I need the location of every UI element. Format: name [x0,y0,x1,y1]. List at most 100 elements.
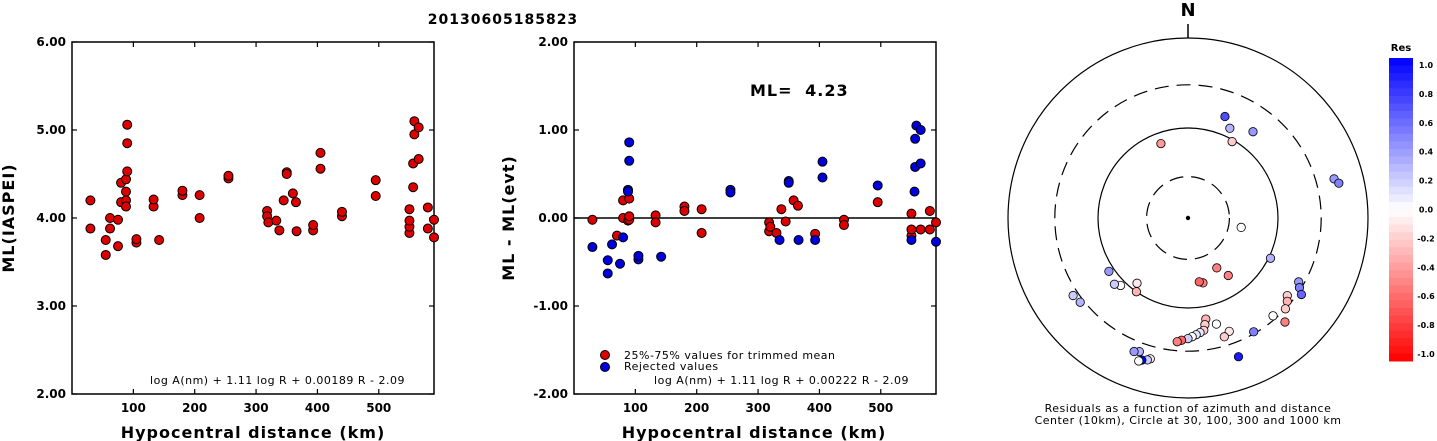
data-point-series-1 [915,158,926,169]
ring-300km [1054,84,1322,352]
data-point-series-1 [817,156,828,167]
data-point-series-0 [315,147,326,158]
x-tick-label: 400 [305,401,330,415]
distance-rings [1007,37,1369,399]
data-point-series-0 [408,182,419,193]
x-tick-label: 200 [684,401,709,415]
data-point-series-0 [122,119,133,130]
north-label: N [1180,0,1195,21]
station-point [1172,337,1182,347]
data-point-series-0 [429,232,439,243]
colorbar-swatch [1389,58,1413,67]
colorbar-swatch [1389,270,1413,279]
ml-plot-panel: 2.00 3.00 4.00 5.00 6.00 100 200 300 400 500 log … [0,35,439,441]
station-point [1248,127,1258,137]
y-tick-label: 5.00 [36,123,66,137]
colorbar-swatch [1389,323,1413,332]
data-point-series-0 [177,185,188,196]
data-point-series-0 [223,170,234,181]
residual-plot-xlabel: Hypocentral distance (km) [622,423,887,441]
colorbar-tick-label: -0.4 [1417,263,1435,272]
colorbar-title: Res [1391,43,1411,54]
data-point-series-0 [404,215,415,226]
station-point [1280,317,1290,327]
ml-value: 4.23 [805,81,848,100]
colorbar-tick-label: 0.4 [1419,148,1434,157]
data-point-series-0 [85,195,96,206]
colorbar-swatch [1389,353,1413,362]
residual-plot-points [587,120,941,279]
colorbar-swatch [1389,300,1413,309]
colorbar-tick-label: -0.6 [1417,292,1435,301]
data-point-series-0 [413,122,424,133]
data-point-series-0 [413,154,424,165]
data-point-series-0 [429,214,439,225]
legend-marker-trimmed [600,350,610,360]
data-point-series-1 [622,186,633,197]
data-point-series-1 [633,250,644,261]
colorbar-swatch [1389,88,1413,97]
legend-marker-rejected [600,362,610,372]
station-point [1227,137,1237,147]
x-tick-label: 300 [244,401,269,415]
ml-plot-xlabel: Hypocentral distance (km) [121,423,386,441]
ml-plot-ticks: 2.00 3.00 4.00 5.00 6.00 100 200 300 400 500 [36,35,434,415]
station-point [1075,297,1085,307]
station-point [1334,178,1344,188]
data-point-series-0 [696,227,707,238]
y-tick-label: -2.00 [533,387,568,401]
colorbar-swatch [1389,239,1413,248]
data-point-series-1 [624,155,635,166]
station-point [1249,327,1259,337]
data-point-series-0 [154,235,165,245]
data-point-series-0 [278,195,289,206]
colorbar-swatch [1389,179,1413,188]
colorbar-swatch [1389,315,1413,324]
data-point-series-1 [910,133,921,144]
data-point-series-0 [776,204,787,215]
residual-plot-formula: log A(nm) + 1.11 log R + 0.00222 R - 2.0… [654,374,909,387]
data-point-series-0 [85,223,96,234]
data-point-series-0 [587,214,598,225]
y-tick-label: 3.00 [36,299,66,313]
y-tick-label: 6.00 [36,35,66,49]
ml-label: ML= 4.23 [750,81,849,100]
data-point-series-1 [656,251,667,262]
colorbar-swatch [1389,307,1413,317]
data-point-series-0 [370,175,381,186]
azimuth-plot-panel: N Residuals as a function of azimuth and… [1007,0,1369,427]
colorbar-swatch [1389,209,1413,218]
colorbar-swatch [1389,103,1413,112]
colorbar-swatch [1389,141,1413,150]
station-points [1068,111,1344,366]
ml-plot-formula: log A(nm) + 1.11 log R + 0.00189 R - 2.0… [150,374,405,387]
data-point-series-1 [725,187,736,198]
data-point-series-0 [122,138,133,149]
epicenter-dot [1185,215,1191,221]
data-point-series-0 [274,225,285,236]
colorbar-swatch [1389,148,1413,157]
colorbar-ticks: 1.0 0.8 0.6 0.4 0.2 0.0 -0.2 -0.4 -0.6 -0.8 -1.0 [1417,61,1435,359]
data-point-series-0 [281,169,292,179]
data-point-series-1 [793,235,804,245]
legend-label-rejected: Rejected values [624,360,719,373]
data-point-series-1 [774,235,785,245]
data-point-series-0 [194,190,205,201]
colorbar-swatch [1389,254,1413,264]
data-point-series-1 [607,239,618,250]
colorbar-tick-label: 0.0 [1419,206,1434,215]
data-point-series-0 [872,197,883,208]
station-point [1268,311,1278,321]
y-tick-label: 4.00 [36,211,66,225]
colorbar-swatch [1389,126,1413,135]
x-tick-label: 200 [182,401,207,415]
data-point-series-1 [872,180,883,191]
station-point [1156,138,1166,149]
station-point [1223,270,1233,281]
ring-100km [1097,127,1279,309]
station-point [1211,319,1222,329]
colorbar-tick-label: 0.8 [1419,90,1434,99]
colorbar-swatch [1389,345,1413,354]
station-point [1296,289,1307,300]
